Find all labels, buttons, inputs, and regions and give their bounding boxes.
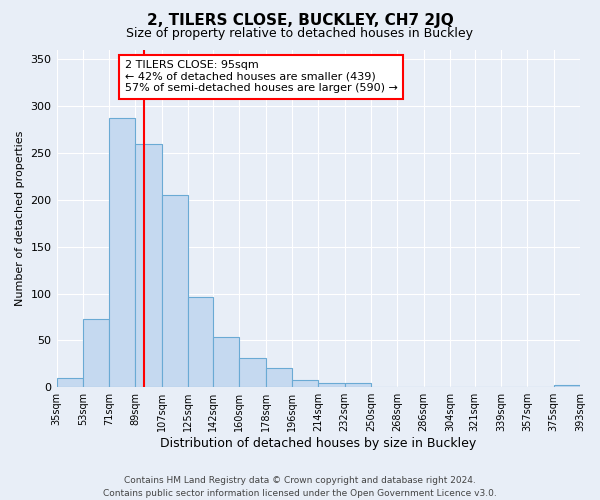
Text: Size of property relative to detached houses in Buckley: Size of property relative to detached ho… <box>127 28 473 40</box>
Text: Contains HM Land Registry data © Crown copyright and database right 2024.
Contai: Contains HM Land Registry data © Crown c… <box>103 476 497 498</box>
Y-axis label: Number of detached properties: Number of detached properties <box>15 131 25 306</box>
Bar <box>109 118 136 387</box>
Bar <box>344 382 371 387</box>
Text: 2, TILERS CLOSE, BUCKLEY, CH7 2JQ: 2, TILERS CLOSE, BUCKLEY, CH7 2JQ <box>146 12 454 28</box>
Text: 2 TILERS CLOSE: 95sqm
← 42% of detached houses are smaller (439)
57% of semi-det: 2 TILERS CLOSE: 95sqm ← 42% of detached … <box>125 60 397 94</box>
Bar <box>266 368 292 387</box>
Bar <box>292 380 318 387</box>
Bar <box>554 386 580 387</box>
X-axis label: Distribution of detached houses by size in Buckley: Distribution of detached houses by size … <box>160 437 476 450</box>
Bar <box>188 298 213 387</box>
Bar <box>239 358 266 387</box>
Bar <box>213 336 239 387</box>
Bar <box>83 319 109 387</box>
Bar <box>318 382 344 387</box>
Bar <box>136 144 162 387</box>
Bar <box>56 378 83 387</box>
Bar <box>162 195 188 387</box>
